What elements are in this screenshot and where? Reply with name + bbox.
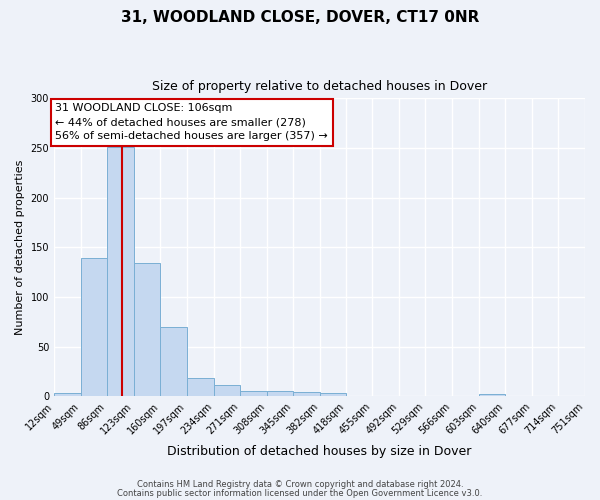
Bar: [187, 378, 214, 396]
Bar: [267, 392, 293, 396]
Bar: [134, 264, 160, 396]
Bar: [240, 392, 267, 396]
Bar: [80, 258, 107, 396]
Bar: [293, 392, 320, 396]
Text: Contains public sector information licensed under the Open Government Licence v3: Contains public sector information licen…: [118, 488, 482, 498]
Text: Contains HM Land Registry data © Crown copyright and database right 2024.: Contains HM Land Registry data © Crown c…: [137, 480, 463, 489]
Bar: [107, 147, 134, 396]
Text: 31 WOODLAND CLOSE: 106sqm
← 44% of detached houses are smaller (278)
56% of semi: 31 WOODLAND CLOSE: 106sqm ← 44% of detac…: [55, 104, 328, 142]
Bar: [160, 327, 187, 396]
Bar: [214, 386, 240, 396]
Text: 31, WOODLAND CLOSE, DOVER, CT17 0NR: 31, WOODLAND CLOSE, DOVER, CT17 0NR: [121, 10, 479, 25]
Bar: [320, 394, 346, 396]
X-axis label: Distribution of detached houses by size in Dover: Distribution of detached houses by size …: [167, 444, 472, 458]
Bar: [54, 394, 80, 396]
Y-axis label: Number of detached properties: Number of detached properties: [15, 160, 25, 335]
Title: Size of property relative to detached houses in Dover: Size of property relative to detached ho…: [152, 80, 487, 93]
Bar: [479, 394, 505, 396]
